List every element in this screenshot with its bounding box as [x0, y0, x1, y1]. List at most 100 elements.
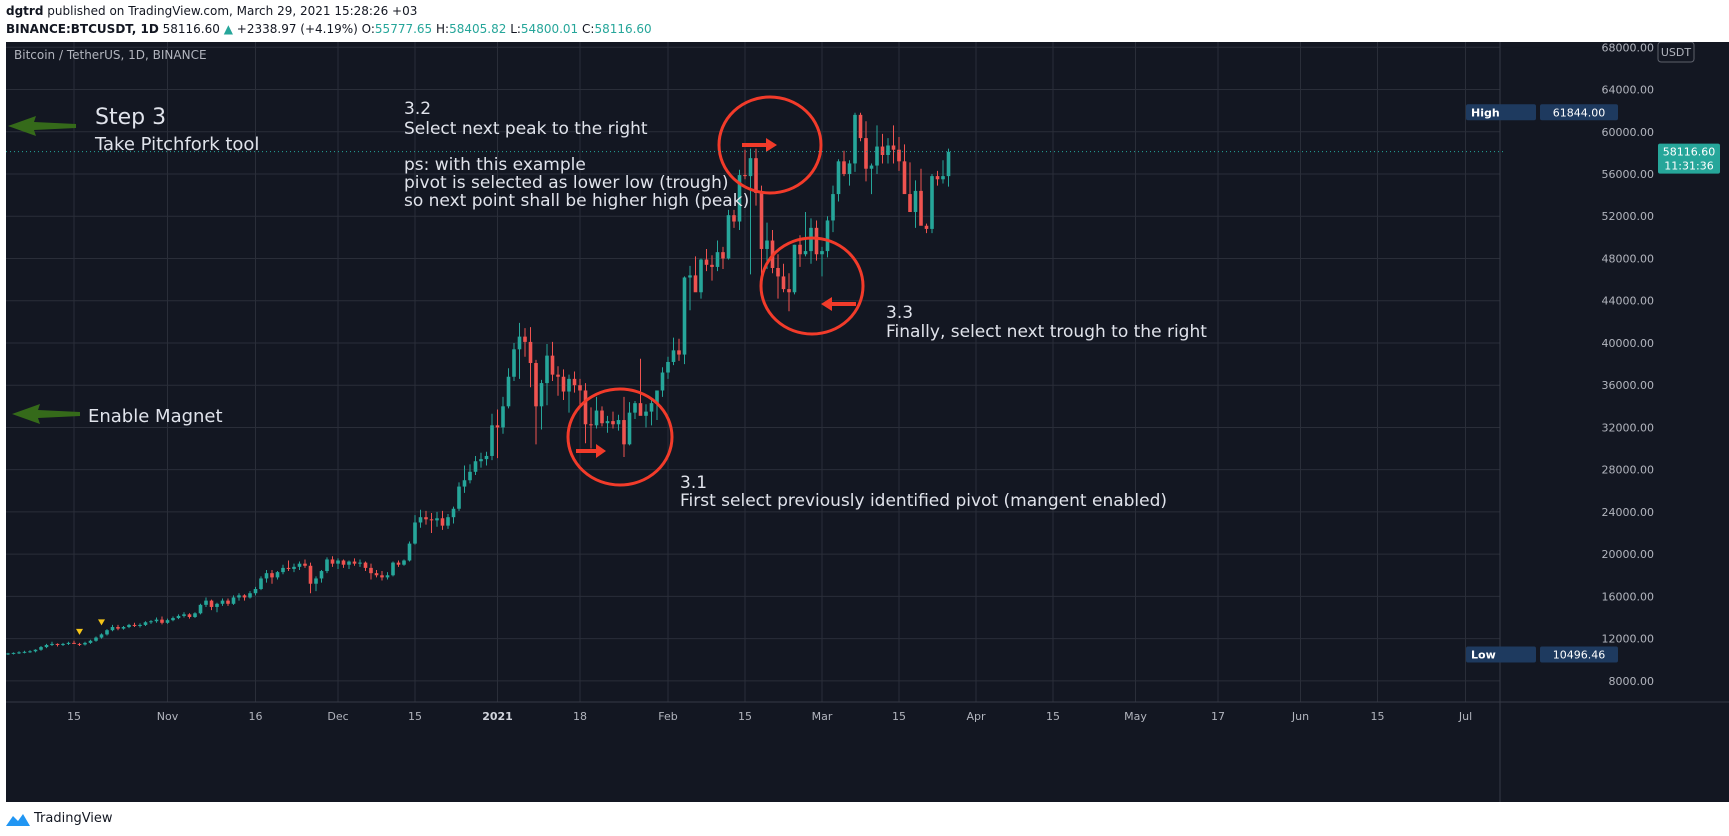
y-tick-label: 68000.00 — [1602, 42, 1655, 54]
candle-body — [792, 244, 797, 293]
x-tick-label: 17 — [1211, 710, 1225, 723]
candle-body — [440, 518, 445, 526]
right-arrow-icon — [742, 138, 777, 152]
candle-body — [479, 459, 483, 462]
current-price-value: 58116.60 — [1663, 146, 1716, 159]
x-tick-label: 15 — [892, 710, 906, 723]
x-tick-label: 15 — [1371, 710, 1385, 723]
currency-label: USDT — [1661, 46, 1692, 59]
candle-body — [187, 614, 192, 617]
close-value: 58116.60 — [594, 22, 652, 36]
candle-body — [143, 622, 148, 625]
candle-body — [385, 575, 390, 578]
candle-body — [22, 651, 27, 653]
candle-body — [253, 589, 258, 594]
candle-body — [594, 410, 599, 426]
candle-body — [490, 425, 494, 456]
candle-body — [215, 603, 219, 607]
candle-body — [671, 350, 676, 362]
candle-body — [561, 376, 566, 392]
candle-body — [50, 643, 54, 645]
annotation-3-2: 3.2 Select next peak to the right ps: wi… — [404, 99, 749, 211]
s32-ps1: ps: with this example — [404, 155, 586, 175]
x-tick-label: 15 — [408, 710, 422, 723]
candle-body — [347, 561, 351, 565]
candle-body — [836, 161, 841, 195]
symbol-label: BINANCE:BTCUSDT, 1D — [6, 22, 159, 36]
candle-body — [116, 627, 120, 629]
candle-body — [495, 425, 500, 428]
brand-name[interactable]: TradingView — [34, 811, 113, 826]
y-tick-label: 44000.00 — [1602, 295, 1655, 308]
candle-body — [847, 163, 852, 174]
candle-body — [710, 264, 714, 267]
low-label: L: — [510, 22, 521, 36]
candle-body — [583, 390, 588, 425]
candle-body — [864, 138, 868, 169]
x-tick-label: Feb — [658, 710, 677, 723]
candle-body — [88, 640, 93, 643]
candle-body — [715, 252, 720, 267]
x-tick-label: Nov — [157, 710, 179, 723]
candle-body — [226, 600, 230, 604]
s32-ps3: so next point shall be higher high (peak… — [404, 191, 749, 211]
candle-body — [336, 560, 340, 564]
y-tick-label: 28000.00 — [1602, 464, 1655, 477]
x-tick-label: 15 — [738, 710, 752, 723]
y-tick-label: 48000.00 — [1602, 252, 1655, 265]
open-label: O: — [361, 22, 375, 36]
publish-info: dgtrd published on TradingView.com, Marc… — [6, 4, 417, 18]
candle-body — [886, 145, 890, 155]
s33-title: 3.3 — [886, 303, 913, 323]
step3-subtitle: Take Pitchfork tool — [94, 134, 259, 155]
y-tick-label: 12000.00 — [1602, 633, 1655, 646]
right-arrow-icon — [576, 444, 606, 458]
candle-body — [748, 158, 753, 177]
candle-body — [820, 251, 824, 255]
s32-line1: Select next peak to the right — [404, 119, 648, 139]
candle-body — [935, 176, 940, 180]
candle-body — [352, 561, 357, 564]
price-chart[interactable]: 8000.00 12000.00 16000.00 20000.00 24000.00 2… — [6, 42, 1729, 802]
y-tick-label: 64000.00 — [1602, 84, 1655, 97]
candle-body — [424, 517, 428, 520]
candle-body — [484, 455, 489, 460]
candle-body — [677, 350, 681, 355]
last-price: 58116.60 — [162, 22, 220, 36]
y-tick-label: 60000.00 — [1602, 126, 1655, 139]
candle-body — [11, 652, 16, 654]
chart-area[interactable]: 8000.00 12000.00 16000.00 20000.00 24000.00 2… — [6, 42, 1729, 802]
candle-body — [319, 571, 324, 579]
candle-body — [704, 259, 709, 265]
candle-body — [132, 624, 137, 626]
x-tick-label: 18 — [573, 710, 587, 723]
y-tick-label: 36000.00 — [1602, 379, 1655, 392]
candle-body — [528, 341, 533, 364]
candle-body — [363, 562, 368, 568]
candle-body — [666, 361, 670, 373]
candle-body — [605, 421, 610, 424]
candle-body — [699, 259, 703, 293]
candle-body — [550, 355, 555, 375]
annotation-step3: Step 3 Take Pitchfork tool — [8, 105, 259, 155]
candle-body — [17, 652, 21, 654]
candle-body — [534, 363, 538, 407]
candle-body — [919, 190, 923, 226]
candle-body — [539, 383, 544, 407]
left-arrow-icon — [12, 404, 80, 424]
candle-body — [655, 390, 659, 404]
candle-body — [270, 573, 274, 578]
candle-body — [523, 336, 527, 342]
candle-body — [286, 567, 291, 569]
candle-body — [127, 624, 131, 628]
candle-body — [380, 575, 384, 578]
candle-body — [281, 567, 285, 573]
y-tick-label: 8000.00 — [1609, 675, 1655, 688]
current-price-badge: 58116.60 11:31:36 — [1658, 143, 1720, 174]
candle-body — [572, 378, 577, 386]
author-name[interactable]: dgtrd — [6, 4, 44, 18]
candle-body — [220, 600, 225, 604]
x-tick-label: Dec — [327, 710, 348, 723]
candle-body — [325, 559, 329, 572]
candle-body — [924, 225, 929, 229]
